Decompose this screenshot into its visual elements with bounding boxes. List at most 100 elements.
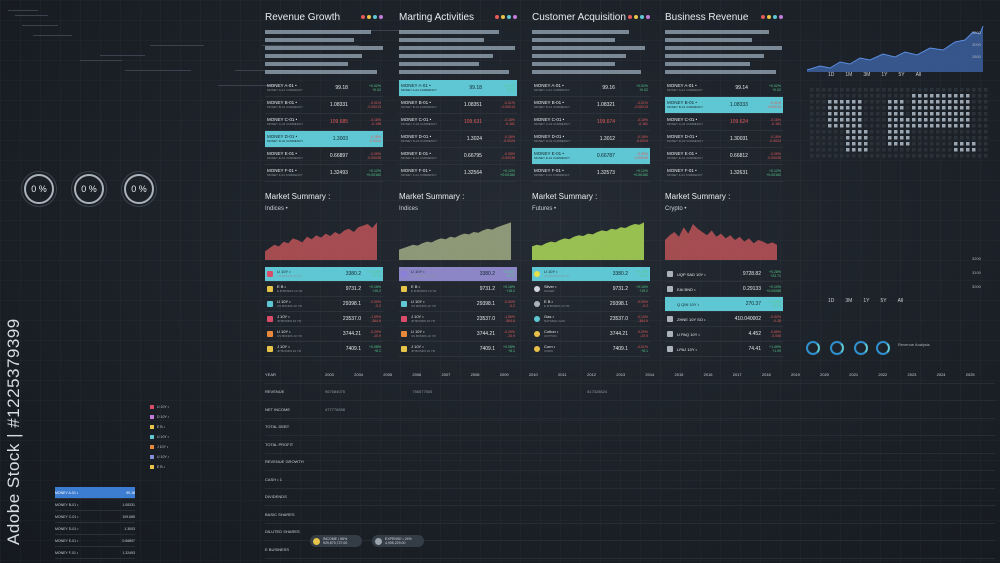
mini-list-row[interactable]: MONEY F-01 • 1.32493 — [55, 547, 135, 559]
horizontal-bar — [265, 46, 383, 50]
currency-row[interactable]: MONEY E-01 • MONEY E-01 CURRENCY 0.66812 -0… — [665, 148, 783, 165]
instrument-row[interactable]: EAI BND • 0.29133 +0.10% +0.00088 — [665, 282, 783, 297]
instrument-row[interactable]: U 10Y • US BONDS 10 YR 3380.2 +0.28% +9.41 — [399, 267, 517, 282]
instrument-row[interactable]: U 10Y • US BONDS 10 YR 29398.1 -0.00% -0.2 — [265, 297, 383, 312]
map-dot — [900, 118, 904, 122]
map-dot — [966, 136, 970, 140]
timeframe-tab-1y[interactable]: 1Y — [863, 298, 870, 304]
currency-row[interactable]: MONEY C-01 • MONEY C-01 CURRENCY 109.685 -0… — [265, 114, 383, 131]
timeframe-tab-5y[interactable]: 5Y — [880, 298, 887, 304]
table-row[interactable]: E BUSINESS — [265, 541, 995, 559]
instrument-name-text: U 10Y • — [544, 269, 558, 274]
timeframe-tab-1d[interactable]: 1D — [828, 298, 835, 304]
instrument-name-text: Q QIN 10Y • — [677, 301, 700, 307]
map-dot — [888, 142, 892, 146]
table-row[interactable]: REVENUE GROWTH — [265, 454, 995, 471]
table-row[interactable]: REVENUE 967584075 756077505 817328624 — [265, 384, 995, 401]
currency-row[interactable]: MONEY C-01 • MONEY C-01 CURRENCY 109.674 -0… — [532, 114, 650, 131]
instrument-row[interactable]: J 10Y • JP BONDS 10 YR 7409.1 +0.08% +6.1 — [265, 342, 383, 357]
instrument-row[interactable]: U 10Y • US BONDS 10 YR 3744.21 -0.29% -10.9 — [399, 327, 517, 342]
market-summary-subtitle[interactable]: Indices — [399, 206, 419, 212]
instrument-row[interactable]: U 10Y • US BONDS 10 YR 3744.21 -0.29% -10.9 — [265, 327, 383, 342]
table-row[interactable]: CASH • 1 — [265, 471, 995, 489]
table-row[interactable]: DILUTED SHARES — [265, 524, 995, 541]
currency-row[interactable]: MONEY E-01 • MONEY E-01 CURRENCY 0.66787 -0… — [532, 148, 650, 165]
instrument-row[interactable]: E B • E B BONDS 10 YR 9731.2 +0.16% +15.2 — [399, 282, 517, 297]
instrument-row[interactable]: E B • E B BONDS 10 YR 9731.2 +0.16% +15.2 — [265, 282, 383, 297]
instrument-row[interactable]: LPAJ 10Y • 74.41 +1.49% +1.09 — [665, 342, 783, 357]
currency-row[interactable]: MONEY D-01 • MONEY D-01 CURRENCY 1.3012 -0.… — [532, 131, 650, 148]
currency-row[interactable]: MONEY A-01 • MONEY A-01 CURRENCY 99.14 +0.0… — [665, 80, 783, 97]
currency-row[interactable]: MONEY B-01 • MONEY B-01 CURRENCY 1.08333 -0… — [665, 97, 783, 114]
instrument-change-percent: -0.02% — [769, 314, 781, 319]
map-dot — [906, 94, 910, 98]
map-dot — [984, 94, 988, 98]
instrument-row[interactable]: U 10Y • US BONDS 10 YR 3380.2 +0.28% +9.41 — [265, 267, 383, 282]
table-row[interactable]: TOTAL PROFIT — [265, 436, 995, 454]
currency-change: +0.12% +0.00160 — [363, 169, 381, 178]
currency-name: MONEY E-01 • MONEY E-01 CURRENCY — [667, 151, 703, 161]
instrument-row[interactable]: U 10Y • US BONDS 10 YR 3380.2 +0.28% +9.41 — [532, 267, 650, 282]
mini-legend-label: U 10Y • — [157, 455, 169, 459]
timeframe-tab-1d[interactable]: 1D — [828, 72, 835, 78]
instrument-row[interactable]: J 10Y • JP BONDS 10 YR 7409.1 +0.08% +6.1 — [399, 342, 517, 357]
timeframe-tab-3m[interactable]: 3M — [863, 72, 871, 78]
mini-list-row[interactable]: MONEY E-01 • 0.66897 — [55, 535, 135, 547]
instrument-name: LPAJ 10Y • — [677, 347, 727, 352]
currency-row[interactable]: MONEY D-01 • MONEY D-01 CURRENCY 1.30031 -0… — [665, 131, 783, 148]
table-row[interactable]: BASIC SHARES — [265, 506, 995, 524]
currency-row[interactable]: MONEY D-01 • MONEY D-01 CURRENCY 1.3024 -0.… — [399, 131, 517, 148]
timeframe-tab-1m[interactable]: 1M — [845, 72, 853, 78]
instrument-row[interactable]: J 10Y • JP BONDS 10 YR 23537.0 -1.55% -364.6 — [265, 312, 383, 327]
instrument-change-percent: +0.08% — [369, 344, 381, 349]
currency-row[interactable]: MONEY C-01 • MONEY C-01 CURRENCY 109.624 -0… — [665, 114, 783, 131]
currency-row[interactable]: MONEY F-01 • MONEY F-01 CURRENCY 1.32564 +0… — [399, 165, 517, 182]
timeframe-tab-5y[interactable]: 5Y — [898, 72, 905, 78]
instrument-name: U 10Y • US BONDS 10 YR — [411, 329, 461, 339]
market-summary-subtitle[interactable]: Crypto • — [665, 206, 687, 212]
timeframe-tab-1y[interactable]: 1Y — [881, 72, 888, 78]
instrument-row[interactable]: U 10Y • US BONDS 10 YR 29398.1 -0.00% -0.2 — [399, 297, 517, 312]
currency-row[interactable]: MONEY B-01 • MONEY B-01 CURRENCY 1.08351 -0… — [399, 97, 517, 114]
instrument-row[interactable]: UQP SAD 10Y • 9728.82 +0.28% +23.71 — [665, 267, 783, 282]
mini-list-row[interactable]: MONEY A-01 • 99.18 — [55, 487, 135, 499]
currency-row[interactable]: MONEY B-01 • MONEY B-01 CURRENCY 1.08321 -0… — [532, 97, 650, 114]
instrument-name: EAI BND • — [677, 287, 727, 292]
currency-row[interactable]: MONEY F-01 • MONEY F-01 CURRENCY 1.32631 +0… — [665, 165, 783, 182]
market-summary-subtitle[interactable]: Futures • — [532, 206, 557, 212]
mini-list-row[interactable]: MONEY D-01 • 1.3003 — [55, 523, 135, 535]
instrument-row[interactable]: ZHNE 10Y SO • 410.040002 -0.02% -0.28 — [665, 312, 783, 327]
instrument-row[interactable]: U PAQ 10Y • 4.452 -0.65% -0.056 — [665, 327, 783, 342]
instrument-row[interactable]: Corn • CORN 7409.1 -0.01% +6.1 — [532, 342, 650, 357]
timeframe-tab-all[interactable]: All — [915, 72, 922, 78]
timeframe-tab-all[interactable]: All — [897, 298, 904, 304]
instrument-row[interactable]: Gas • NATURAL GAS 23537.0 -0.13% -364.6 — [532, 312, 650, 327]
instrument-row[interactable]: Q QIN 10Y • 270.37 +0.08% +3.38 — [665, 297, 783, 312]
instrument-row[interactable]: Silver • SILVER 9731.2 +0.16% +15.2 — [532, 282, 650, 297]
mini-list-row[interactable]: MONEY C-01 • 109.685 — [55, 511, 135, 523]
currency-row[interactable]: MONEY B-01 • MONEY B-01 CURRENCY 1.08331 -0… — [265, 97, 383, 114]
currency-row[interactable]: MONEY E-01 • MONEY E-01 CURRENCY 0.66795 -0… — [399, 148, 517, 165]
instrument-row[interactable]: J 10Y • JP BONDS 10 YR 23537.0 -1.55% -364.6 — [399, 312, 517, 327]
currency-row[interactable]: MONEY F-01 • MONEY F-01 CURRENCY 1.32573 +0… — [532, 165, 650, 182]
currency-row[interactable]: MONEY E-01 • MONEY E-01 CURRENCY 0.66897 -0… — [265, 148, 383, 165]
currency-row[interactable]: MONEY A-01 • MONEY A-01 CURRENCY 99.18 +0.0… — [399, 80, 517, 97]
mini-list-row[interactable]: MONEY B-01 • 1.08331 — [55, 499, 135, 511]
currency-row[interactable]: MONEY C-01 • MONEY C-01 CURRENCY 109.631 -0… — [399, 114, 517, 131]
instrument-name: E B • E B BONDS 10 YR — [411, 284, 461, 294]
map-dot — [948, 88, 952, 92]
currency-sub: MONEY B-01 CURRENCY — [534, 105, 570, 109]
table-row[interactable]: DIVIDENDS — [265, 489, 995, 506]
table-row[interactable]: NET INCOME 477776898 — [265, 401, 995, 419]
change-percent: +0.12% — [769, 168, 781, 173]
market-summary-subtitle[interactable]: Indices • — [265, 206, 288, 212]
timeframe-tab-3m[interactable]: 3M — [845, 298, 853, 304]
instrument-row[interactable]: Cotton • COTTON 3744.21 -0.29% -10.9 — [532, 327, 650, 342]
map-dot — [852, 142, 856, 146]
currency-row[interactable]: MONEY D-01 • MONEY D-01 CURRENCY 1.3003 -0.… — [265, 131, 383, 148]
currency-row[interactable]: MONEY A-01 • MONEY A-01 CURRENCY 99.18 +0.0… — [265, 80, 383, 97]
currency-row[interactable]: MONEY F-01 • MONEY F-01 CURRENCY 1.32493 +0… — [265, 165, 383, 182]
table-row[interactable]: TOTAL DEBT — [265, 419, 995, 436]
currency-row[interactable]: MONEY A-01 • MONEY A-01 CURRENCY 99.16 +0.0… — [532, 80, 650, 97]
instrument-row[interactable]: E B • E B BONDS 10 YR 29398.1 -0.00% -0.2 — [532, 297, 650, 312]
